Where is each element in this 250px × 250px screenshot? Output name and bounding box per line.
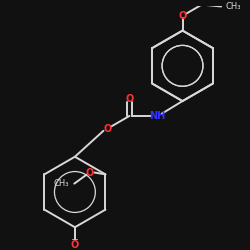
Text: CH₃: CH₃ <box>53 179 69 188</box>
Text: O: O <box>71 240 79 250</box>
Text: O: O <box>178 11 187 21</box>
Text: O: O <box>86 168 94 177</box>
Text: CH₃: CH₃ <box>226 2 241 11</box>
Text: O: O <box>125 94 134 104</box>
Text: O: O <box>103 124 111 134</box>
Text: NH: NH <box>149 111 166 121</box>
